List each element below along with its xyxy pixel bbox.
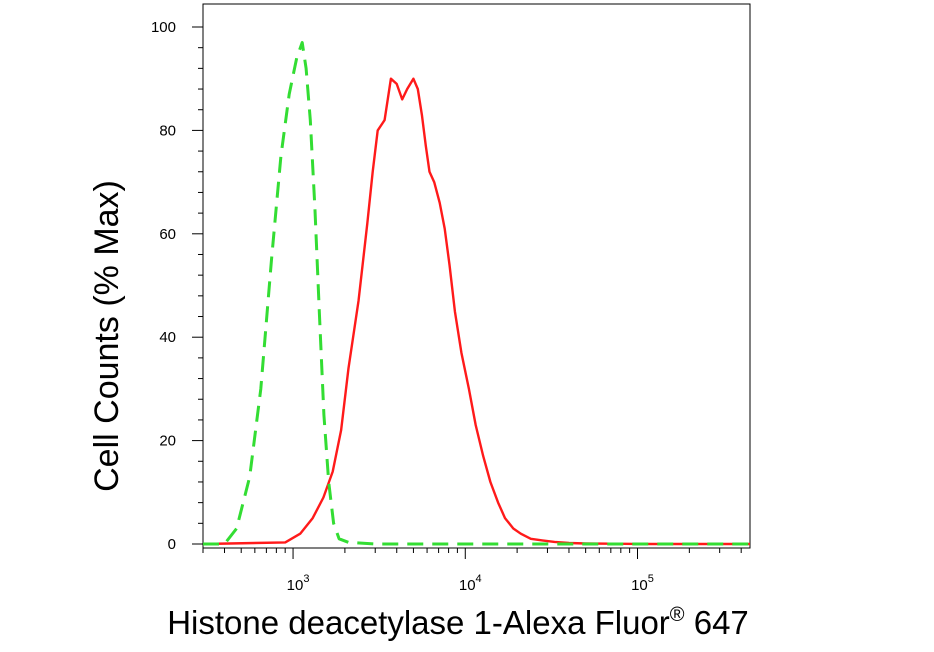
x-axis-title-registered-mark: ® [670, 604, 685, 626]
x-tick-label: 103 [287, 573, 310, 594]
y-axis-title: Cell Counts (% Max) [88, 180, 126, 492]
y-axis-ticks: 0 20 40 60 80 100 [151, 19, 203, 553]
x-tick-label: 105 [631, 573, 654, 594]
y-tick-label: 60 [159, 226, 176, 243]
series-layer [202, 41, 750, 546]
y-tick-label: 100 [151, 19, 176, 36]
x-axis-title-main: Histone deacetylase 1-Alexa Fluor [167, 604, 670, 641]
x-axis-title-suffix: 647 [685, 604, 749, 641]
y-tick-label: 80 [159, 122, 176, 139]
x-axis-ticks: 103 104 105 [202, 548, 742, 594]
plot-frame [202, 3, 751, 549]
y-tick-label: 40 [159, 329, 176, 346]
x-axis-title: Histone deacetylase 1-Alexa Fluor® 647 [167, 604, 749, 641]
sample-histogram-line [202, 77, 750, 546]
y-tick-label: 0 [168, 536, 176, 553]
y-tick-label: 20 [159, 433, 176, 450]
x-tick-label: 104 [459, 573, 482, 594]
control-histogram-line [203, 41, 750, 546]
